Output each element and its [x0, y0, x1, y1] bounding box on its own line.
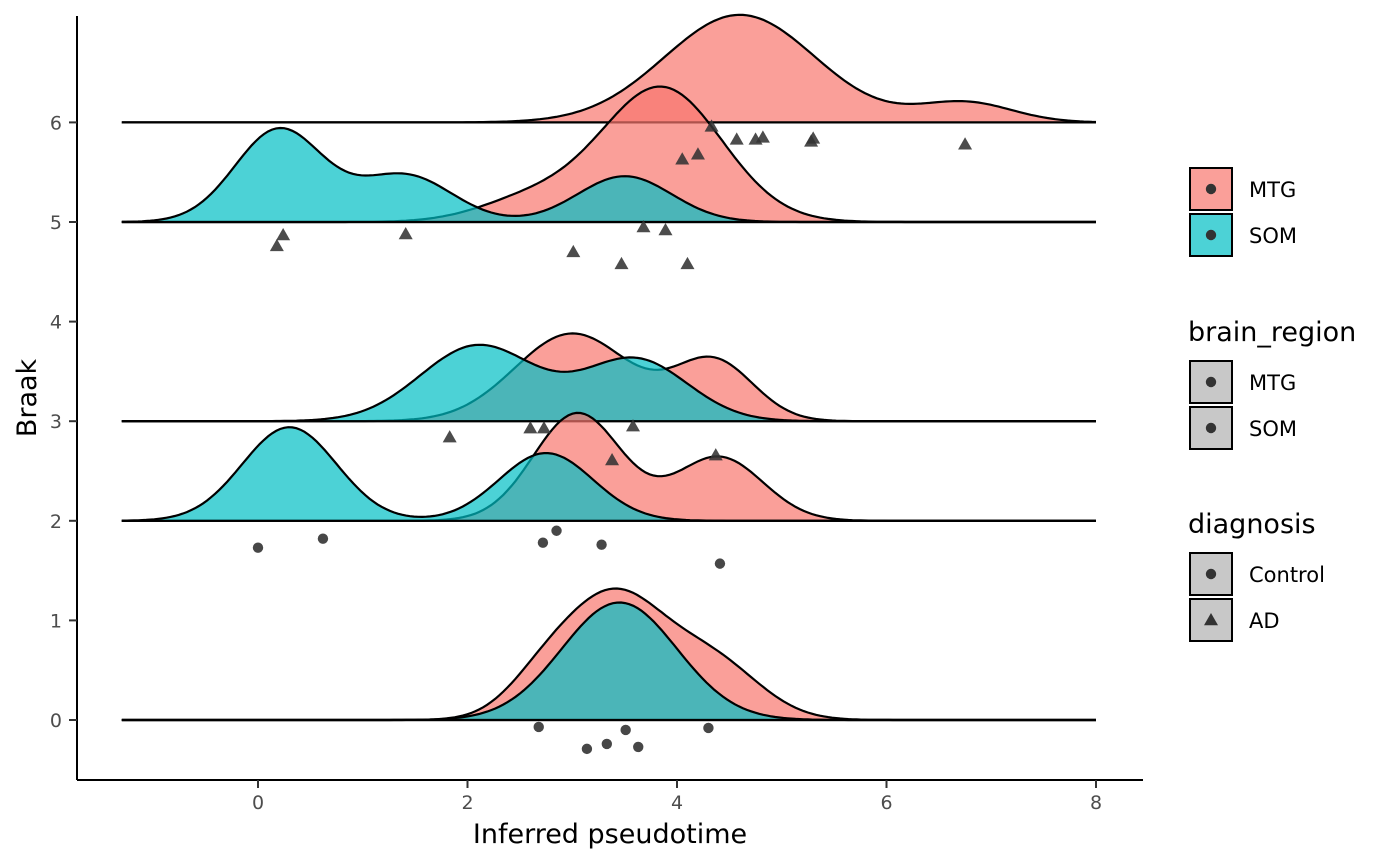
legend-title: diagnosis	[1188, 509, 1316, 540]
y-tick-label: 3	[50, 411, 62, 433]
data-point-ad	[605, 453, 620, 466]
y-tick-label: 5	[50, 212, 62, 234]
data-point-ad	[675, 152, 690, 165]
legend-label: MTG	[1249, 178, 1296, 202]
legend-group-diagnosis: diagnosis Control AD	[1188, 509, 1325, 642]
legend-circle-icon	[1205, 229, 1217, 241]
data-point-ad	[658, 222, 673, 236]
data-point-control	[596, 539, 607, 550]
y-tick-label: 0	[50, 710, 62, 732]
ridge-fill-braak5-mtg	[121, 86, 1097, 222]
y-axis-title: Braak	[12, 358, 43, 437]
legend-label: Control	[1249, 563, 1325, 587]
data-point-ad	[398, 226, 413, 240]
data-point-control	[714, 558, 726, 569]
legend-title: brain_region	[1188, 317, 1356, 348]
ridge-fill-braak2-mtg	[121, 412, 1097, 521]
legend-triangle-icon	[1204, 613, 1218, 626]
ridge-fill-braak6-mtg	[121, 14, 1097, 123]
data-point-control	[551, 525, 562, 536]
ridge-fill-braak3-som	[121, 344, 1097, 422]
legend-group-fill: MTG SOM	[1189, 167, 1297, 257]
x-tick-label: 8	[1090, 792, 1102, 814]
y-tick-label: 4	[50, 312, 62, 334]
data-point-ad	[680, 256, 695, 270]
x-ticks: 0 2 4 6 8	[252, 780, 1102, 814]
points-layer	[252, 119, 973, 755]
data-point-ad	[729, 132, 744, 145]
y-tick-label: 6	[50, 112, 62, 134]
x-axis-title: Inferred pseudotime	[473, 819, 747, 850]
legend-circle-icon	[1205, 568, 1217, 580]
legend-circle-icon	[1205, 422, 1217, 434]
data-point-control	[620, 724, 631, 736]
x-tick-label: 6	[880, 792, 892, 814]
legend-key	[1189, 598, 1233, 642]
data-point-control	[703, 722, 714, 734]
data-point-ad	[690, 147, 705, 160]
legend: MTG SOM brain_region MTG SOM diagnosis Control…	[1188, 167, 1356, 642]
legend-circle-icon	[1205, 183, 1217, 195]
data-point-ad	[704, 119, 719, 132]
y-tick-label: 1	[50, 610, 62, 632]
legend-label: AD	[1249, 609, 1280, 633]
data-point-control	[317, 533, 329, 544]
data-point-control	[601, 738, 613, 750]
ridges-layer	[121, 13, 1097, 722]
ridge-fill-braak5-som	[121, 128, 1097, 222]
data-point-ad	[269, 238, 284, 252]
ridge-fill-braak0-som	[121, 602, 1097, 720]
axes: 0 2 4 6 8 0 1 2 3 4 5 6	[50, 16, 1143, 814]
data-point-ad	[442, 430, 457, 443]
data-point-ad	[523, 421, 538, 434]
legend-group-brain_region: brain_region MTG SOM	[1188, 317, 1356, 450]
data-point-ad	[276, 227, 291, 241]
legend-label: MTG	[1249, 371, 1296, 395]
legend-label: SOM	[1249, 224, 1297, 248]
legend-label: SOM	[1249, 417, 1297, 441]
data-point-ad	[536, 421, 551, 434]
data-point-control	[533, 721, 544, 733]
data-point-ad	[636, 219, 651, 233]
x-tick-label: 2	[461, 792, 473, 814]
data-point-ad	[614, 256, 629, 270]
data-point-ad	[626, 419, 641, 432]
data-point-control	[252, 542, 264, 553]
data-point-ad	[755, 130, 770, 143]
data-point-ad	[566, 244, 581, 258]
data-point-ad	[806, 131, 821, 144]
data-point-ad	[708, 448, 723, 461]
legend-circle-icon	[1205, 376, 1217, 388]
y-tick-label: 2	[50, 511, 62, 533]
x-tick-label: 4	[671, 792, 683, 814]
data-point-control	[633, 741, 644, 753]
data-point-control	[581, 743, 593, 755]
data-point-control	[537, 537, 549, 548]
x-tick-label: 0	[252, 792, 264, 814]
ridge-fill-braak2-som	[121, 427, 1097, 521]
y-ticks: 0 1 2 3 4 5 6	[50, 112, 77, 732]
data-point-ad	[958, 137, 973, 150]
